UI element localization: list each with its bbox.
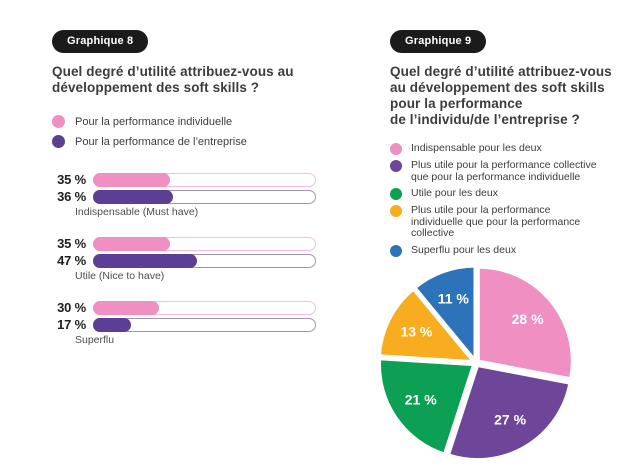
legend-item: Utile pour les deux xyxy=(390,187,623,200)
title-line: au développement des soft skills xyxy=(390,80,605,95)
legend-item: Indispensable pour les deux xyxy=(390,142,623,155)
pie-slice-label: 13 % xyxy=(400,323,432,339)
pie-slice-label: 28 % xyxy=(512,311,544,327)
bar-track xyxy=(93,253,316,268)
legend-item: Superflu pour les deux xyxy=(390,243,623,257)
legend-color-dot xyxy=(390,188,402,200)
bar-value-label: 35 % xyxy=(57,236,86,251)
bar-group: 35 % 47 % Utile (Nice to have) xyxy=(52,235,324,282)
pie-slice-label: 11 % xyxy=(438,291,470,307)
bar-fill xyxy=(93,300,160,315)
bar-value-label: 35 % xyxy=(57,172,86,187)
pie-slice xyxy=(413,264,477,362)
title-line: de l’individu/de l’entreprise ? xyxy=(390,112,580,127)
graphique-8-title: Quel degré d’utilité attribuez-vous au dé… xyxy=(52,64,324,96)
legend-item: Plus utile pour la performance individuel… xyxy=(390,204,623,240)
pie-slice xyxy=(446,364,572,462)
bar-group: 30 % 17 % Superflu xyxy=(52,299,324,346)
bar-track xyxy=(93,300,316,315)
title-line: pour la performance xyxy=(390,96,523,111)
legend-label-line: Superflu pour les deux xyxy=(411,243,517,256)
bar-category-label: Indispensable (Must have) xyxy=(75,206,199,218)
legend-label: Pour la performance de l’entreprise xyxy=(75,136,247,148)
bar-fill xyxy=(93,317,131,332)
bar-fill xyxy=(93,253,197,268)
bar-value-label: 47 % xyxy=(57,253,86,268)
legend-color-dot xyxy=(390,143,402,155)
legend-label-line: que pour la performance individuelle xyxy=(411,170,581,183)
title-line: Quel degré d’utilité attribuez-vous xyxy=(390,64,612,79)
legend-label-line: collective xyxy=(411,227,455,239)
graphique-8-panel: Graphique 8 Quel degré d’utilité attribu… xyxy=(52,30,324,363)
pie-slice xyxy=(476,265,574,381)
bar-chart: 35 % 36 % Indispensable (Must have) 35 % 47 … xyxy=(52,171,324,346)
title-line: développement des soft skills ? xyxy=(52,80,260,95)
title-line: Quel degré d’utilité attribuez-vous au xyxy=(52,64,294,79)
bar-category-label: Utile (Nice to have) xyxy=(75,270,165,282)
pie-slice-label: 27 % xyxy=(494,411,526,427)
legend-item: Plus utile pour la performance collectiv… xyxy=(390,159,623,183)
graphique-9-title: Quel degré d’utilité attribuez-vous au dé… xyxy=(390,64,623,128)
legend-color-dot xyxy=(390,244,402,257)
legend-color-dot xyxy=(52,135,65,148)
graphique-9-panel: Graphique 9 Quel degré d’utilité attribu… xyxy=(390,30,623,262)
bar-track xyxy=(93,236,316,251)
legend-label: Plus utile pour la performance individuel… xyxy=(411,204,581,240)
legend-label: Superflu pour les deux xyxy=(411,243,517,257)
bar-row: 17 % xyxy=(52,316,324,333)
legend-color-dot xyxy=(52,115,65,128)
legend-item: Pour la performance individuelle xyxy=(52,115,324,130)
bar-row: 30 % xyxy=(52,299,324,316)
legend-label-line: Indispensable pour les deux xyxy=(411,142,542,154)
bar-fill xyxy=(93,189,173,204)
legend-label-line: Plus utile pour la performance xyxy=(411,204,551,216)
bar-value-label: 17 % xyxy=(57,317,86,332)
legend-label-line: Utile pour les deux xyxy=(411,187,498,199)
legend-label: Utile pour les deux xyxy=(411,187,498,200)
legend-label-line: Plus utile pour la performance collectiv… xyxy=(411,159,597,171)
legend-label: Pour la performance individuelle xyxy=(75,116,233,128)
bar-row: 35 % xyxy=(52,171,324,188)
bar-row: 47 % xyxy=(52,252,324,269)
graphique-8-legend: Pour la performance individuelle Pour la … xyxy=(52,115,324,150)
bar-fill xyxy=(93,172,171,187)
bar-track xyxy=(93,317,316,332)
bar-track xyxy=(93,189,316,204)
bar-track xyxy=(93,172,316,187)
bar-value-label: 30 % xyxy=(57,300,86,315)
pie-chart: 28 % 27 % 21 % 13 % 11 % xyxy=(378,264,574,462)
legend-item: Pour la performance de l’entreprise xyxy=(52,135,324,150)
graphique-8-badge: Graphique 8 xyxy=(52,30,149,53)
graphique-9-badge: Graphique 9 xyxy=(390,30,487,53)
graphique-9-legend: Indispensable pour les deux Plus utile po… xyxy=(390,142,623,257)
pie-slice xyxy=(378,357,476,456)
legend-color-dot xyxy=(390,160,402,172)
bar-row: 36 % xyxy=(52,188,324,205)
legend-label: Indispensable pour les deux xyxy=(411,142,542,155)
bar-group: 35 % 36 % Indispensable (Must have) xyxy=(52,171,324,218)
legend-color-dot xyxy=(390,205,402,217)
bar-row: 35 % xyxy=(52,235,324,252)
pie-slice-label: 21 % xyxy=(405,391,437,407)
bar-fill xyxy=(93,236,171,251)
pie-slice xyxy=(378,287,475,364)
bar-category-label: Superflu xyxy=(75,334,115,346)
legend-label: Plus utile pour la performance collectiv… xyxy=(411,159,597,183)
bar-value-label: 36 % xyxy=(57,189,86,204)
legend-label-line: individuelle que pour la performance xyxy=(411,215,581,228)
